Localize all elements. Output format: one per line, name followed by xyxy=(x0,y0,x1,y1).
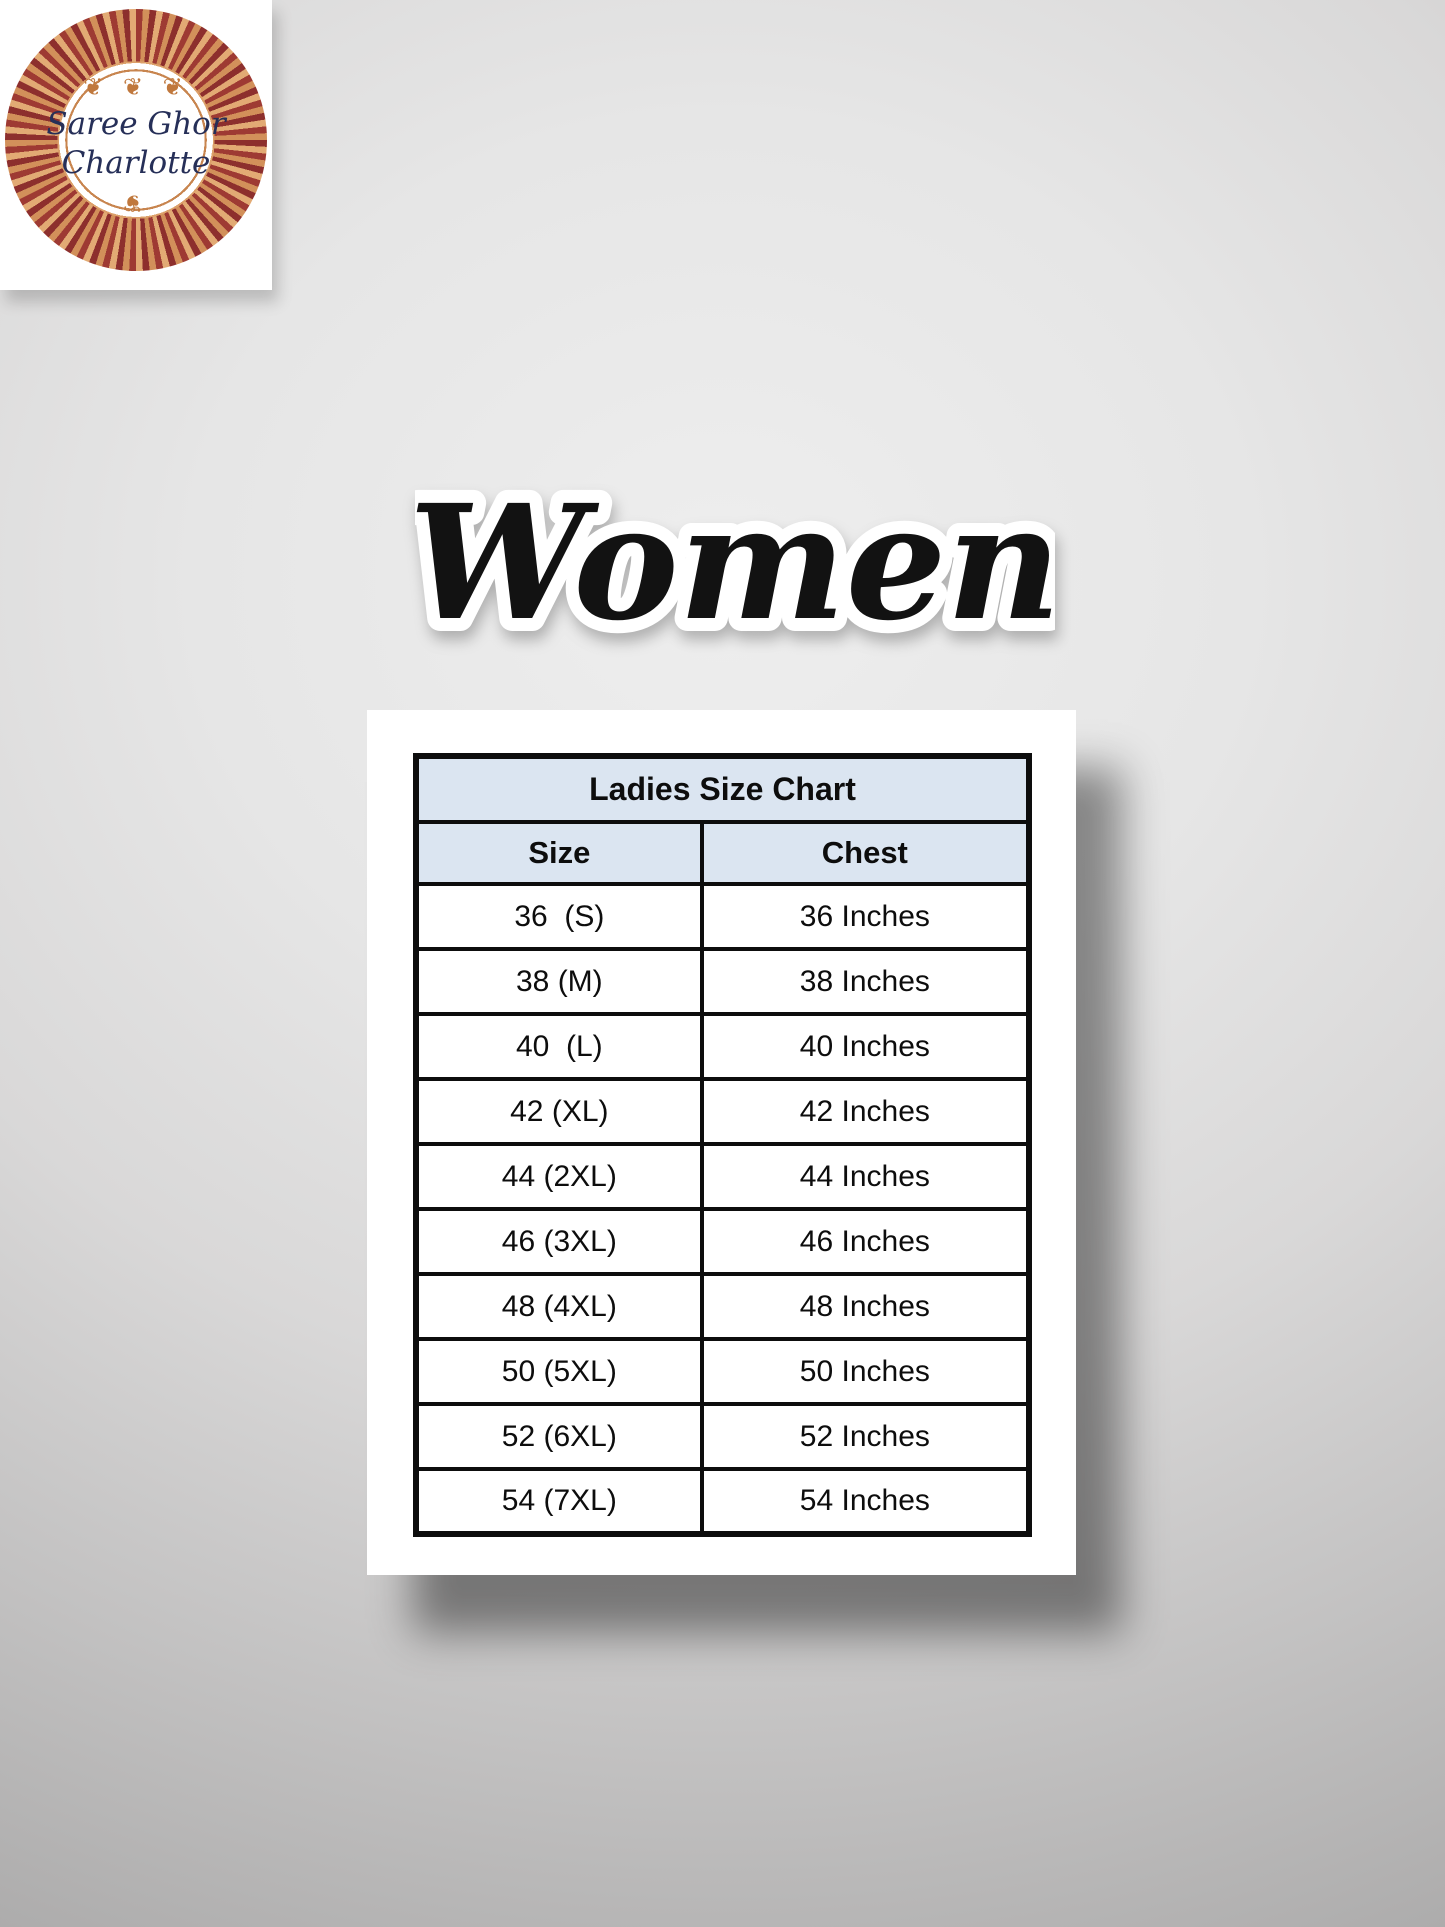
table-row: 50 (5XL) 50 Inches xyxy=(414,1337,1032,1406)
table-row: 48 (4XL) 48 Inches xyxy=(414,1272,1032,1341)
brand-name-line1: Saree Ghor xyxy=(46,106,226,143)
table-row: 44 (2XL) 44 Inches xyxy=(414,1142,1032,1211)
size-cell: 38 (M) xyxy=(414,947,704,1016)
brand-logo-card: ❦ ❦ ❦ Saree Ghor Charlotte ❦ xyxy=(0,0,272,290)
size-cell: 52 (6XL) xyxy=(414,1402,704,1471)
ornamental-ring-icon xyxy=(5,9,267,271)
chest-cell: 46 Inches xyxy=(699,1207,1032,1276)
size-cell: 46 (3XL) xyxy=(414,1207,704,1276)
table-row: 54 (7XL) 54 Inches xyxy=(414,1467,1032,1536)
chest-cell: 48 Inches xyxy=(699,1272,1032,1341)
chest-cell: 36 Inches xyxy=(699,882,1032,951)
table-row: 52 (6XL) 52 Inches xyxy=(414,1402,1032,1471)
brand-name-line2: Charlotte xyxy=(61,145,211,181)
table-row: 36 (S) 36 Inches xyxy=(414,882,1032,951)
chest-cell: 40 Inches xyxy=(699,1012,1032,1081)
table-header-row: Size Chest xyxy=(414,820,1032,886)
table-title: Ladies Size Chart xyxy=(414,754,1031,824)
size-chart-card: Ladies Size Chart Size Chest 36 (S) 36 I… xyxy=(367,710,1076,1575)
table-row: 40 (L) 40 Inches xyxy=(414,1012,1032,1081)
size-cell: 42 (XL) xyxy=(414,1077,704,1146)
size-cell: 48 (4XL) xyxy=(414,1272,704,1341)
size-cell: 44 (2XL) xyxy=(414,1142,704,1211)
table-row: 46 (3XL) 46 Inches xyxy=(414,1207,1032,1276)
table-title-row: Ladies Size Chart xyxy=(414,754,1031,824)
size-cell: 40 (L) xyxy=(414,1012,704,1081)
floral-ornament-icon: ❦ xyxy=(122,188,150,217)
chest-cell: 38 Inches xyxy=(699,947,1032,1016)
brand-logo-content: ❦ ❦ ❦ Saree Ghor Charlotte ❦ xyxy=(0,0,272,290)
women-heading-svg: Women xyxy=(396,458,1075,669)
table-row: 42 (XL) 42 Inches xyxy=(414,1077,1032,1146)
floral-ornament-icon: ❦ ❦ ❦ xyxy=(83,73,189,102)
size-chart-table: Ladies Size Chart Size Chest 36 (S) 36 I… xyxy=(413,753,1032,1537)
chest-cell: 52 Inches xyxy=(699,1402,1032,1471)
table-row: 38 (M) 38 Inches xyxy=(414,947,1032,1016)
size-cell: 54 (7XL) xyxy=(414,1467,704,1536)
size-cell: 36 (S) xyxy=(414,882,704,951)
chest-cell: 42 Inches xyxy=(699,1077,1032,1146)
chest-cell: 44 Inches xyxy=(699,1142,1032,1211)
column-header-size: Size xyxy=(414,820,704,886)
page-title: Women xyxy=(415,471,1055,656)
chest-cell: 50 Inches xyxy=(699,1337,1032,1406)
size-chart-body: Ladies Size Chart Size Chest 36 (S) 36 I… xyxy=(414,754,1032,1536)
column-header-chest: Chest xyxy=(699,820,1032,886)
women-heading-sticker: Women xyxy=(396,455,1075,675)
chest-cell: 54 Inches xyxy=(699,1467,1032,1536)
size-cell: 50 (5XL) xyxy=(414,1337,704,1406)
